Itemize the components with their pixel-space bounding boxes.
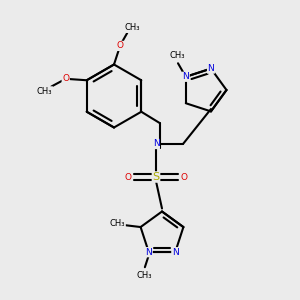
- Text: CH₃: CH₃: [124, 23, 140, 32]
- Text: O: O: [180, 172, 188, 182]
- Text: CH₃: CH₃: [169, 51, 184, 60]
- Text: N: N: [182, 72, 189, 81]
- Text: N: N: [172, 248, 178, 257]
- Text: CH₃: CH₃: [110, 219, 125, 228]
- Text: N: N: [146, 248, 152, 257]
- Text: S: S: [152, 172, 160, 182]
- Text: O: O: [116, 41, 124, 50]
- Text: N: N: [208, 64, 214, 73]
- Text: CH₃: CH₃: [37, 87, 52, 96]
- Text: O: O: [62, 74, 69, 83]
- Text: N: N: [153, 140, 159, 148]
- Text: CH₃: CH₃: [136, 271, 152, 280]
- Text: O: O: [124, 172, 132, 182]
